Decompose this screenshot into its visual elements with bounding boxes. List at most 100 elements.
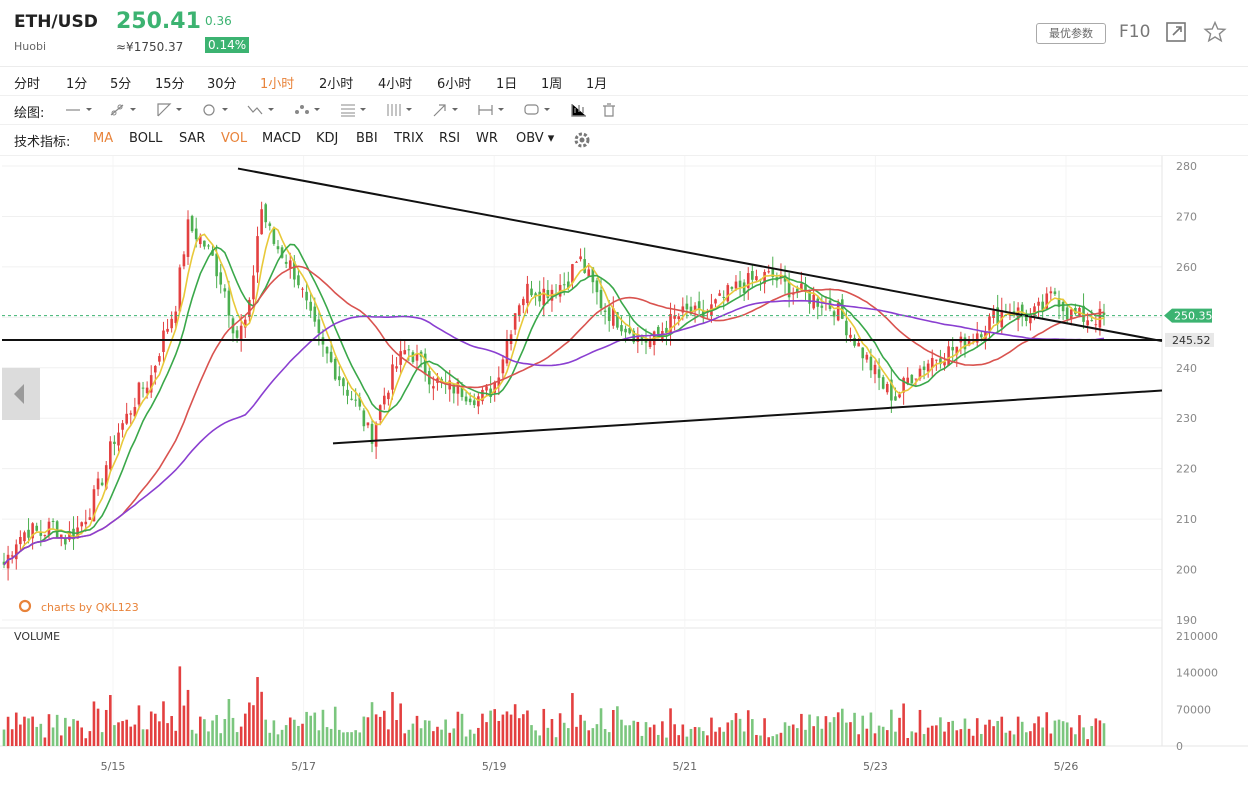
- zigzag-tool-icon[interactable]: [246, 100, 276, 120]
- indicator-macd[interactable]: MACD: [262, 131, 301, 146]
- line-tool-icon[interactable]: [64, 100, 94, 120]
- candle-body: [145, 387, 149, 394]
- volume-bar: [72, 719, 75, 746]
- price-tick-label: 190: [1176, 614, 1197, 627]
- volume-bar: [59, 735, 63, 746]
- interval-6h[interactable]: 6小时: [437, 77, 472, 92]
- candle-body: [1053, 291, 1057, 295]
- candle-body: [301, 288, 304, 290]
- volume-bar: [256, 677, 259, 746]
- settings-gear-icon[interactable]: [571, 130, 593, 150]
- candle-body: [1020, 304, 1024, 315]
- candle-body: [223, 288, 227, 292]
- interval-1w[interactable]: 1周: [541, 77, 563, 92]
- candle-body: [293, 261, 296, 280]
- candle-body: [1025, 314, 1028, 321]
- candle-body: [256, 236, 259, 273]
- volume-bar: [84, 738, 88, 746]
- interval-1mo[interactable]: 1月: [586, 77, 608, 92]
- optimal-params-button[interactable]: 最优参数: [1036, 23, 1106, 44]
- candle-body: [505, 340, 509, 364]
- volume-bar: [787, 725, 791, 746]
- volume-bar: [611, 709, 615, 746]
- interval-1h[interactable]: 1小时: [260, 77, 295, 92]
- candle-body: [746, 273, 750, 288]
- candle-body: [182, 254, 186, 267]
- trash-icon[interactable]: [598, 100, 628, 120]
- volume-bar: [775, 734, 779, 746]
- candle-body: [280, 247, 284, 258]
- candle-body: [763, 271, 766, 284]
- volume-bar: [178, 666, 182, 746]
- interval-1m[interactable]: 1分: [66, 77, 88, 92]
- indicator-obv[interactable]: OBV ▾: [516, 131, 555, 146]
- candle-body: [203, 240, 206, 247]
- star-icon[interactable]: [1203, 20, 1227, 44]
- candle-body: [31, 523, 34, 539]
- candle-body: [1102, 312, 1106, 315]
- price-chart[interactable]: 1902002102202302402502602702800700001400…: [0, 156, 1248, 790]
- candle-body: [787, 281, 791, 298]
- indicator-kdj[interactable]: KDJ: [316, 131, 339, 146]
- candle-body: [170, 318, 173, 329]
- candle-body: [656, 326, 660, 334]
- volume-bar: [673, 724, 676, 746]
- candles-tool-icon[interactable]: [568, 100, 598, 120]
- candle-body: [530, 288, 533, 296]
- indicator-bbi[interactable]: BBI: [356, 131, 378, 146]
- indicator-ma[interactable]: MA: [93, 131, 114, 146]
- volume-bar: [88, 731, 92, 746]
- candle-body: [607, 307, 611, 322]
- indicator-rsi[interactable]: RSI: [439, 131, 461, 146]
- trend-tool-icon[interactable]: [154, 100, 184, 120]
- candle-body: [14, 544, 18, 560]
- indicator-vol[interactable]: VOL: [221, 131, 248, 146]
- candle-body: [162, 330, 165, 352]
- ma60-line: [3, 299, 1105, 566]
- candle-body: [317, 319, 321, 334]
- fullscreen-icon[interactable]: [1164, 20, 1188, 44]
- candle-body: [47, 521, 51, 536]
- f10-button[interactable]: F10: [1119, 22, 1151, 42]
- upper-trendline: [237, 167, 1163, 343]
- volume-bar: [68, 726, 71, 746]
- candle-body: [219, 272, 223, 285]
- circle-tool-icon[interactable]: [200, 100, 230, 120]
- interval-30m[interactable]: 30分: [207, 77, 237, 92]
- candle-body: [358, 397, 362, 407]
- interval-2h[interactable]: 2小时: [319, 77, 354, 92]
- volume-bar: [1037, 716, 1040, 746]
- volume-bar: [154, 713, 157, 746]
- candle-body: [673, 315, 676, 319]
- pattern-tool-icon[interactable]: [292, 100, 322, 120]
- volume-bar: [865, 728, 869, 746]
- gann-tool-icon[interactable]: [384, 100, 414, 120]
- volume-bar: [558, 713, 562, 746]
- volume-bar: [1000, 716, 1004, 746]
- interval-15m[interactable]: 15分: [155, 77, 185, 92]
- candle-body: [967, 339, 971, 346]
- indicator-wr[interactable]: WR: [476, 131, 498, 146]
- volume-bar: [575, 726, 578, 746]
- measure-tool-icon[interactable]: [476, 100, 506, 120]
- volume-bar: [771, 736, 775, 746]
- indicator-sar[interactable]: SAR: [179, 131, 206, 146]
- interval-timeshare[interactable]: 分时: [14, 77, 41, 92]
- ray-tool-icon[interactable]: [108, 100, 138, 120]
- volume-bar: [681, 724, 685, 746]
- interval-5m[interactable]: 5分: [110, 77, 132, 92]
- candle-body: [767, 271, 770, 273]
- indicator-trix[interactable]: TRIX: [394, 131, 424, 146]
- fib-tool-icon[interactable]: [338, 100, 368, 120]
- annotation-tool-icon[interactable]: [522, 100, 552, 120]
- indicator-boll[interactable]: BOLL: [129, 131, 163, 146]
- arrow-tool-icon[interactable]: [430, 100, 460, 120]
- volume-bar: [1012, 734, 1016, 746]
- candle-body: [493, 382, 497, 393]
- interval-4h[interactable]: 4小时: [378, 77, 413, 92]
- volume-bar: [726, 722, 730, 746]
- candle-body: [472, 400, 476, 406]
- interval-1d[interactable]: 1日: [496, 77, 518, 92]
- candle-body: [820, 305, 824, 308]
- volume-bar: [436, 726, 439, 746]
